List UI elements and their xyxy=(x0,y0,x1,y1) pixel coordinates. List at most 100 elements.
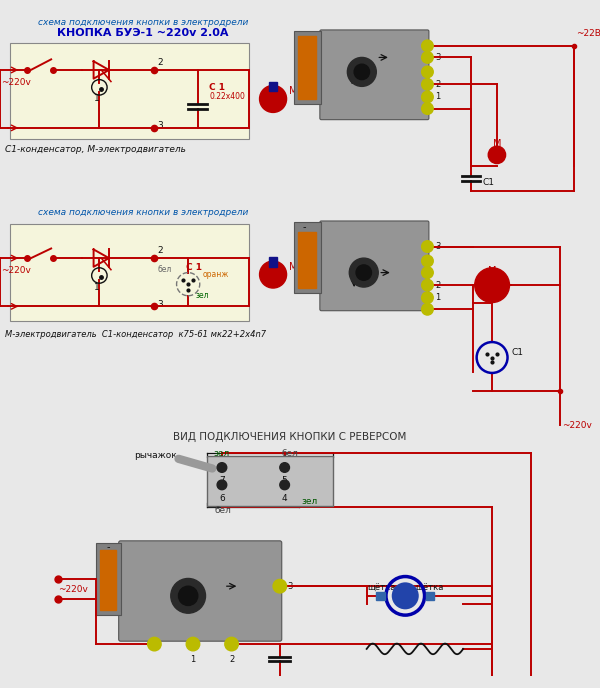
Circle shape xyxy=(422,303,433,315)
Bar xyxy=(10,224,249,321)
Text: зел: зел xyxy=(196,291,209,300)
Circle shape xyxy=(422,66,433,78)
Circle shape xyxy=(422,78,433,90)
Text: -: - xyxy=(302,31,305,41)
Text: 2: 2 xyxy=(229,655,234,664)
Circle shape xyxy=(354,64,370,80)
Text: 0.22х400: 0.22х400 xyxy=(209,92,245,100)
Circle shape xyxy=(422,40,433,52)
Text: M: M xyxy=(493,151,501,160)
Circle shape xyxy=(217,463,227,473)
Text: 2: 2 xyxy=(157,58,163,67)
Bar xyxy=(100,550,116,610)
Circle shape xyxy=(171,579,206,613)
Bar xyxy=(298,232,316,288)
Text: M: M xyxy=(487,280,497,290)
Bar xyxy=(294,222,322,293)
Bar xyxy=(298,36,316,99)
Bar xyxy=(208,456,333,506)
Circle shape xyxy=(392,582,419,610)
Circle shape xyxy=(225,637,238,651)
Bar xyxy=(376,592,385,600)
Text: ~220v: ~220v xyxy=(562,420,592,429)
Text: зел: зел xyxy=(301,497,317,506)
Text: оранж: оранж xyxy=(203,270,229,279)
Circle shape xyxy=(347,57,376,87)
FancyBboxPatch shape xyxy=(119,541,282,641)
Text: схема подключения кнопки в электродрели: схема подключения кнопки в электродрели xyxy=(38,18,248,27)
Text: 6: 6 xyxy=(219,493,225,502)
Text: бел: бел xyxy=(214,506,231,515)
Text: M: M xyxy=(268,270,278,279)
Circle shape xyxy=(422,103,433,114)
Circle shape xyxy=(422,241,433,252)
Text: 3: 3 xyxy=(287,581,293,591)
Circle shape xyxy=(280,480,289,490)
Bar xyxy=(269,82,277,92)
Text: 5: 5 xyxy=(282,476,287,485)
Text: зел: зел xyxy=(214,449,230,458)
Text: С 1: С 1 xyxy=(186,264,202,272)
Text: 3: 3 xyxy=(435,242,440,251)
Text: бел: бел xyxy=(157,265,172,275)
Circle shape xyxy=(148,637,161,651)
Text: М: М xyxy=(493,139,501,149)
Text: С 1: С 1 xyxy=(209,83,226,92)
Circle shape xyxy=(349,258,378,287)
Bar xyxy=(425,592,434,600)
Bar xyxy=(97,543,121,615)
Text: M: M xyxy=(268,94,278,104)
Text: -: - xyxy=(106,543,110,552)
Text: 3: 3 xyxy=(435,53,440,62)
Text: +: + xyxy=(301,233,307,241)
Circle shape xyxy=(260,85,287,112)
Text: С1: С1 xyxy=(482,178,494,187)
Circle shape xyxy=(280,463,289,473)
Circle shape xyxy=(273,579,287,593)
Text: ~220v: ~220v xyxy=(1,266,31,275)
Text: 1: 1 xyxy=(94,94,100,103)
Text: 2: 2 xyxy=(435,80,440,89)
Circle shape xyxy=(422,92,433,103)
Text: щётка: щётка xyxy=(367,583,395,592)
Circle shape xyxy=(356,265,371,280)
Circle shape xyxy=(260,261,287,288)
Circle shape xyxy=(422,267,433,279)
Circle shape xyxy=(422,52,433,63)
FancyBboxPatch shape xyxy=(320,221,429,311)
Text: С1: С1 xyxy=(511,348,523,357)
Circle shape xyxy=(422,279,433,291)
Bar xyxy=(10,43,249,140)
Bar xyxy=(294,32,322,104)
Circle shape xyxy=(488,146,506,164)
Circle shape xyxy=(475,268,509,303)
Text: -: - xyxy=(302,222,305,233)
Text: 1: 1 xyxy=(190,655,196,664)
Text: *: * xyxy=(302,43,305,49)
Text: ВИД ПОДКЛЮЧЕНИЯ КНОПКИ С РЕВЕРСОМ: ВИД ПОДКЛЮЧЕНИЯ КНОПКИ С РЕВЕРСОМ xyxy=(173,432,406,442)
Circle shape xyxy=(422,255,433,267)
Text: 1: 1 xyxy=(435,92,440,102)
Text: бел: бел xyxy=(281,449,298,458)
Text: 3: 3 xyxy=(157,300,163,309)
Text: С1-конденсатор, М-электродвигатель: С1-конденсатор, М-электродвигатель xyxy=(5,145,185,154)
Text: М: М xyxy=(488,266,496,276)
Text: 1: 1 xyxy=(94,283,100,292)
Circle shape xyxy=(422,292,433,303)
Text: 4: 4 xyxy=(282,493,287,502)
Circle shape xyxy=(217,480,227,490)
Text: 2: 2 xyxy=(157,246,163,255)
Text: схема подключения кнопки в электродрели: схема подключения кнопки в электродрели xyxy=(38,208,248,217)
Text: рычажок: рычажок xyxy=(134,451,176,460)
Circle shape xyxy=(186,637,200,651)
Text: ~22В: ~22В xyxy=(576,29,600,38)
Text: М-электродвигатель  С1-конденсатор  к75-61 мк22+2х4n7: М-электродвигатель С1-конденсатор к75-61… xyxy=(5,330,266,339)
Text: 7: 7 xyxy=(219,476,225,485)
Text: +: + xyxy=(104,554,112,564)
Text: щётка: щётка xyxy=(415,583,443,592)
Text: ~220v: ~220v xyxy=(58,585,88,594)
Text: 2: 2 xyxy=(435,281,440,290)
Text: М: М xyxy=(289,86,298,96)
FancyBboxPatch shape xyxy=(320,30,429,120)
Text: М: М xyxy=(289,262,298,272)
